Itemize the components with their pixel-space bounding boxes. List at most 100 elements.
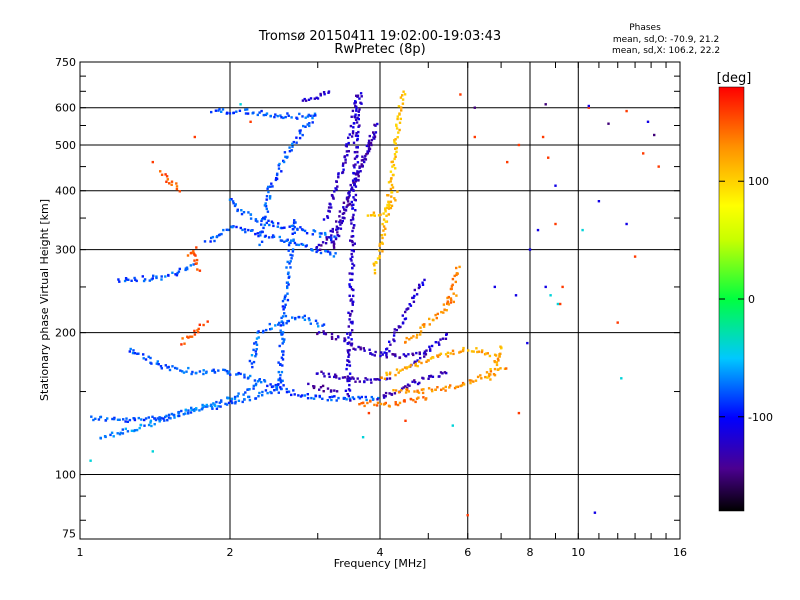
data-point [423,355,426,358]
data-point [363,160,366,164]
data-point [209,404,212,407]
data-point [356,116,359,120]
data-point [382,212,385,215]
data-point [373,354,376,357]
data-point [158,418,161,421]
data-point [360,395,363,399]
data-point [270,182,273,185]
data-point [351,235,355,238]
data-point [350,342,354,345]
data-point [319,251,323,255]
data-point [133,417,136,420]
data-point [418,285,421,288]
data-point [149,356,152,360]
data-point [189,252,193,255]
data-point [291,254,294,257]
data-point [290,257,293,260]
data-point [187,366,190,370]
data-point [257,234,260,238]
data-point [246,108,249,111]
data-point [351,303,354,306]
y-tick-label: 500 [55,139,76,152]
data-point [335,220,338,223]
data-point [142,357,145,360]
data-point [319,94,322,97]
data-point [124,277,128,280]
data-point [276,225,279,228]
data-point [389,187,393,191]
data-point [348,314,352,317]
data-point [367,147,371,151]
data-point [377,396,380,400]
data-point [154,418,158,422]
data-point [333,389,336,392]
data-point [292,221,296,224]
data-point [311,249,314,252]
data-point [284,155,287,158]
data-point [362,158,365,162]
data-point [442,311,445,314]
data-point [351,216,355,219]
data-point [392,173,395,177]
data-point [247,211,250,214]
data-point [210,110,213,114]
data-point [383,377,387,380]
data-point [352,294,355,298]
data-point [357,114,360,117]
data-point [355,109,358,112]
data-point [178,414,181,418]
data-point [231,401,234,405]
data-point [99,437,102,440]
data-point [287,114,290,117]
data-point [372,131,375,134]
data-point [303,97,306,101]
data-point [403,366,407,369]
data-point [517,411,521,415]
data-point [352,250,355,253]
data-point [262,329,265,333]
data-point [494,354,498,357]
data-point [370,143,373,147]
data-point [313,112,317,115]
data-point [625,109,628,113]
data-point [269,328,272,331]
data-point [269,115,272,118]
data-point [349,183,352,187]
data-point [353,102,356,105]
data-point [350,259,353,262]
data-point [353,157,357,160]
data-point [286,272,290,276]
x-tick-label: 1 [77,546,84,559]
data-point [437,341,440,344]
data-point [255,343,259,346]
data-point [351,396,354,399]
data-point [390,191,394,194]
data-point [317,325,320,328]
data-point [366,378,369,381]
data-point [335,228,338,231]
data-point [296,227,299,231]
data-point [374,378,378,381]
data-point [324,250,328,253]
data-point [347,336,350,339]
data-point [419,330,423,333]
data-point [343,397,347,400]
data-point [149,419,153,422]
data-point [348,283,351,286]
data-point [313,97,316,100]
data-point [439,352,443,355]
data-point [351,130,355,133]
data-point [275,177,279,181]
data-point [231,226,234,229]
data-point [269,195,272,198]
data-point [255,353,258,356]
y-tick-label: 400 [55,185,76,198]
data-point [293,393,296,396]
data-point [347,353,351,356]
data-point [353,242,356,245]
data-point [296,117,299,120]
data-point [265,328,268,332]
data-point [394,155,397,158]
data-point [345,143,348,146]
data-point [387,404,391,407]
